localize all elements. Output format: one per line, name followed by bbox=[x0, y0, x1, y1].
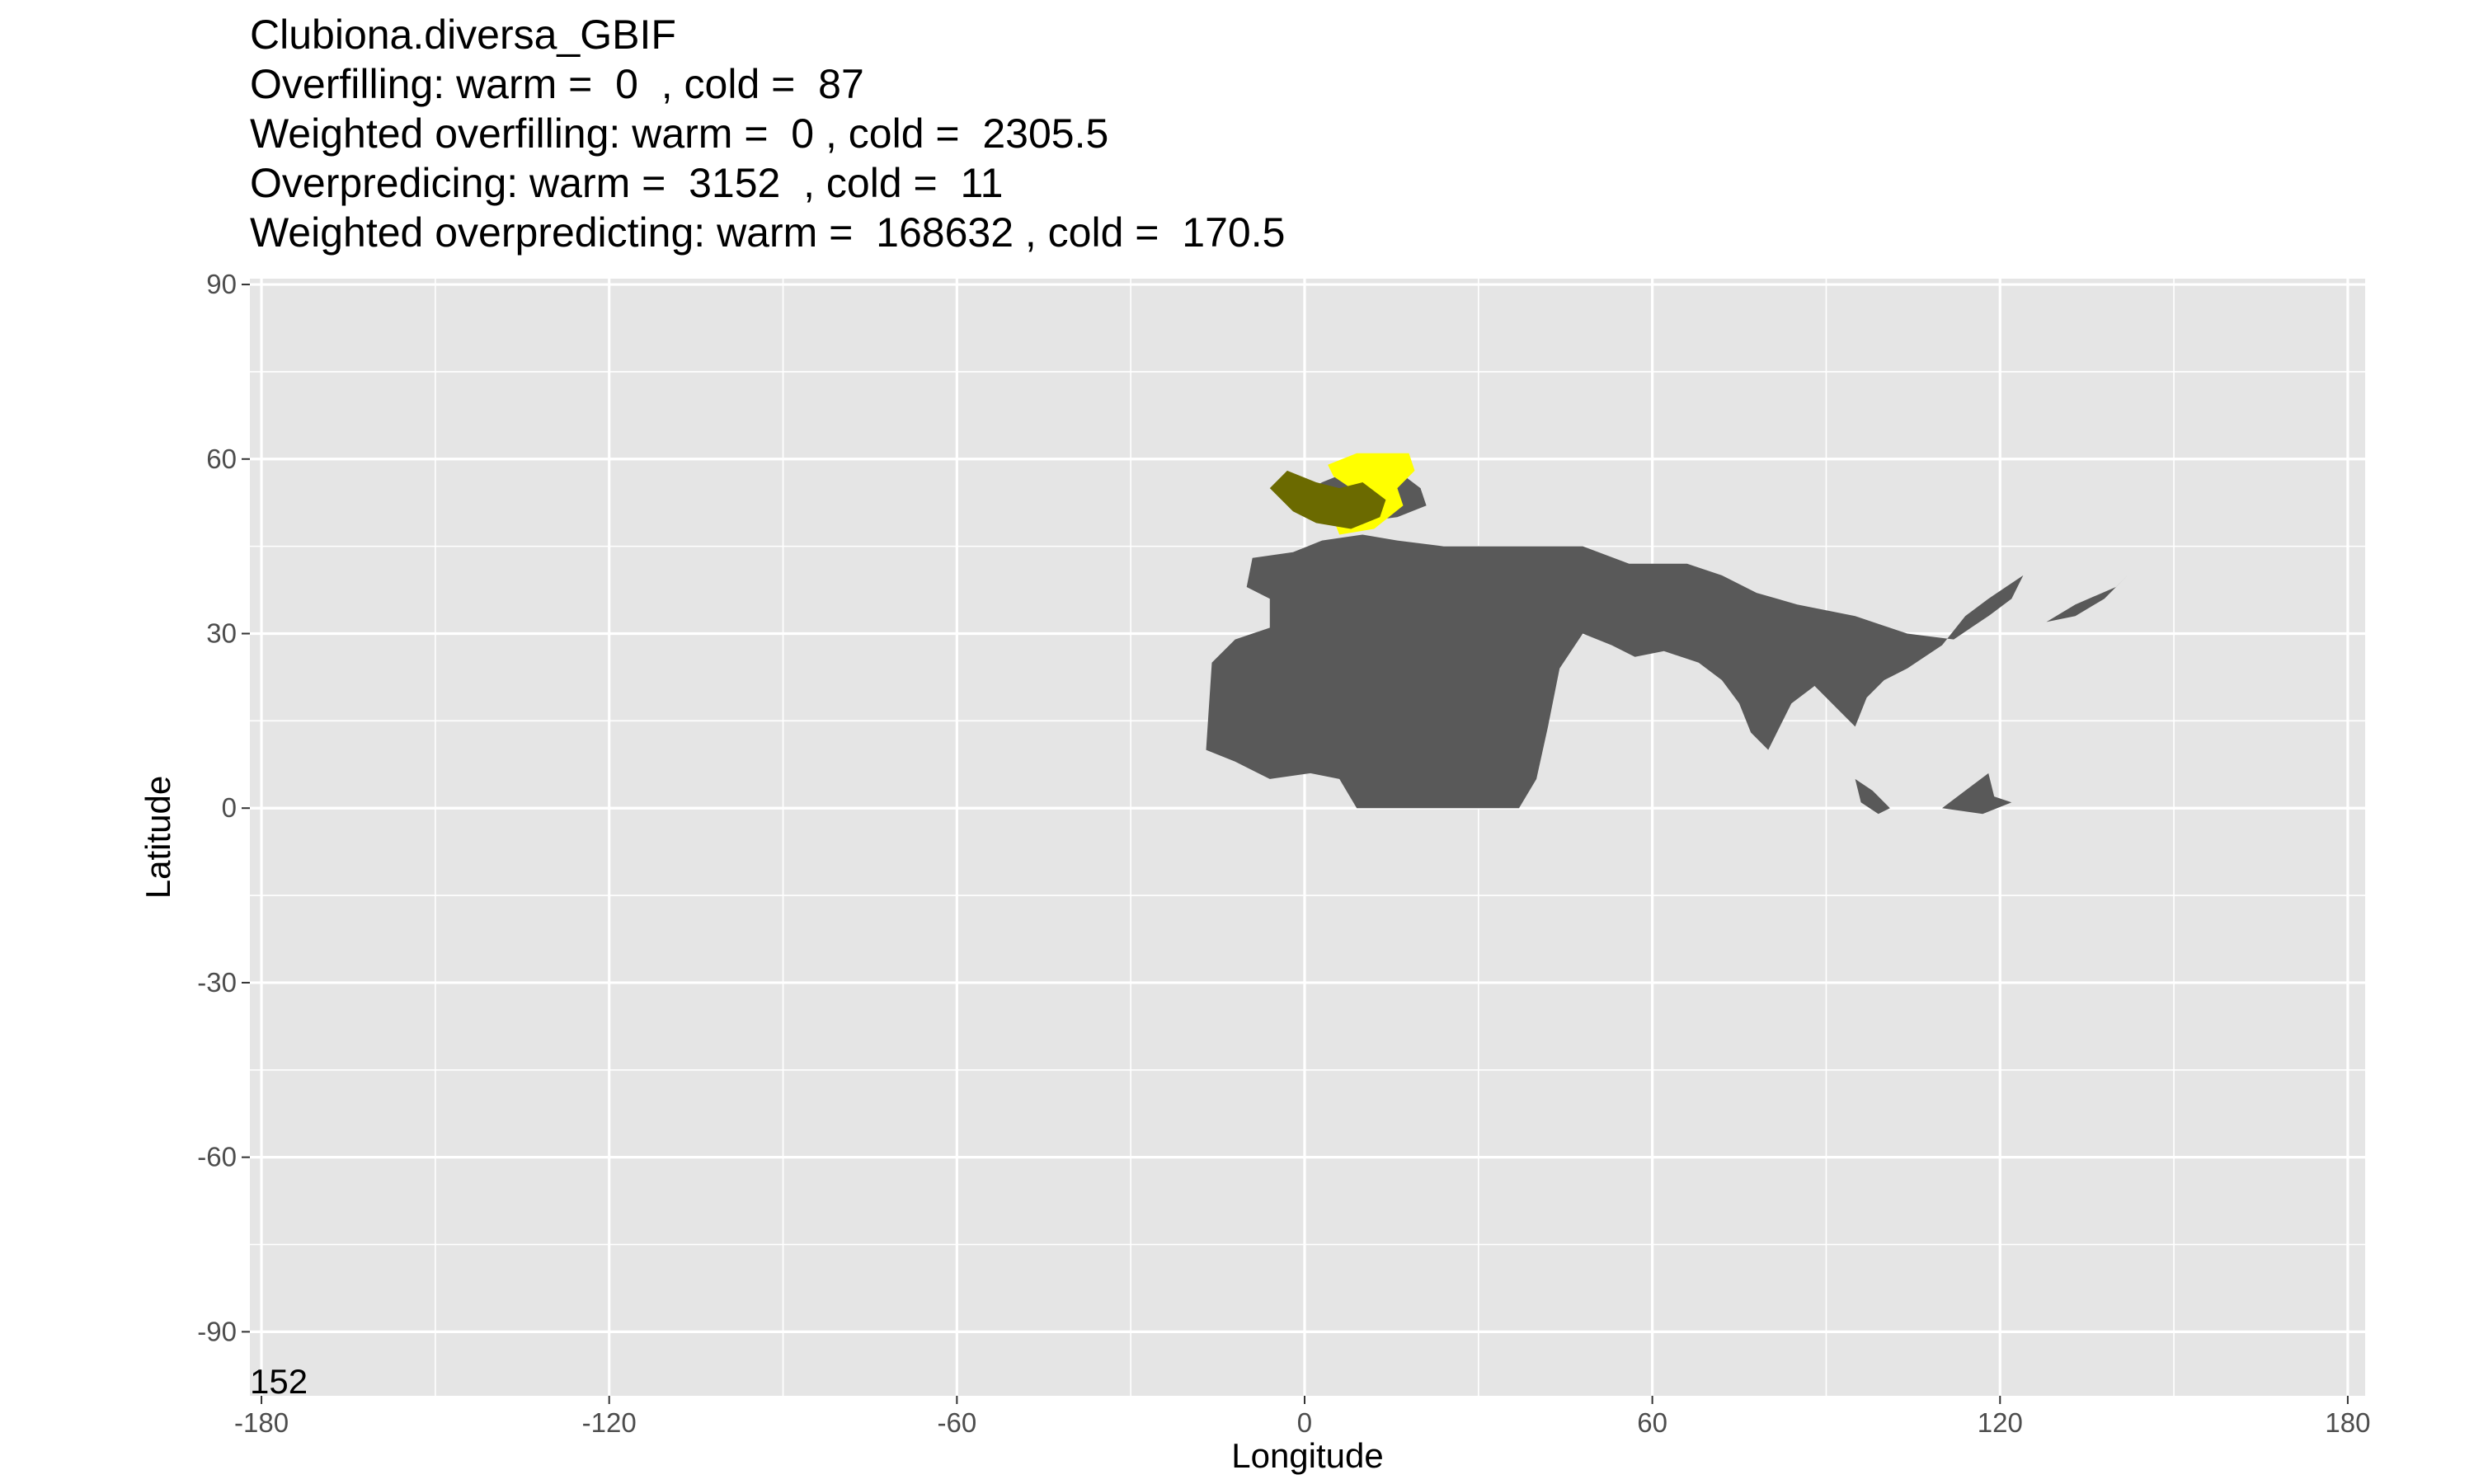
chart-subtitle-weighted-overfilling: Weighted overfilling: warm = 0 , cold = … bbox=[250, 110, 1109, 157]
y-tick-label: 30 bbox=[206, 618, 237, 648]
x-tick-label: -60 bbox=[937, 1407, 976, 1438]
x-tick-label: 0 bbox=[1297, 1407, 1312, 1438]
x-tick-label: -180 bbox=[234, 1407, 289, 1438]
chart-subtitle-weighted-overpredicting: Weighted overpredicting: warm = 168632 ,… bbox=[250, 209, 1286, 256]
range-region bbox=[2046, 575, 2128, 622]
grid-minor-lines bbox=[250, 279, 2365, 1396]
y-tick-label: 60 bbox=[206, 444, 237, 474]
corner-label: 152 bbox=[250, 1362, 308, 1401]
y-tick-label: -90 bbox=[197, 1316, 237, 1346]
range-region bbox=[1206, 534, 2024, 809]
chart-subtitle-overpredicting: Overpredicing: warm = 3152 , cold = 11 bbox=[250, 160, 1004, 206]
range-region bbox=[1855, 778, 1890, 815]
y-tick-label: -30 bbox=[197, 967, 237, 998]
x-tick-label: 120 bbox=[1978, 1407, 2023, 1438]
chart-title-species: Clubiona.diversa_GBIF bbox=[250, 12, 676, 58]
range-region bbox=[1942, 773, 2012, 815]
chart-title-block: Clubiona.diversa_GBIF Overfilling: warm … bbox=[250, 10, 2229, 257]
x-tick-label: 180 bbox=[2325, 1407, 2370, 1438]
axis-tick-labels: -180 -120 -60 0 60 120 180 90 60 30 0 -30 -60 -90 bbox=[197, 269, 2370, 1438]
x-tick-label: 60 bbox=[1637, 1407, 1667, 1438]
range-region bbox=[1269, 470, 1386, 529]
y-tick-label: 0 bbox=[222, 792, 237, 823]
chart-subtitle-overfilling: Overfilling: warm = 0 , cold = 87 bbox=[250, 61, 864, 107]
y-tick-label: 90 bbox=[206, 269, 237, 299]
axis-ticks bbox=[242, 284, 2349, 1404]
y-axis-title: Latitude bbox=[139, 776, 177, 899]
x-tick-label: -120 bbox=[582, 1407, 637, 1438]
plot-panel bbox=[250, 279, 2365, 1396]
range-regions bbox=[1206, 453, 2128, 815]
y-tick-label: -60 bbox=[197, 1142, 237, 1172]
x-axis-title: Longitude bbox=[1231, 1436, 1384, 1475]
